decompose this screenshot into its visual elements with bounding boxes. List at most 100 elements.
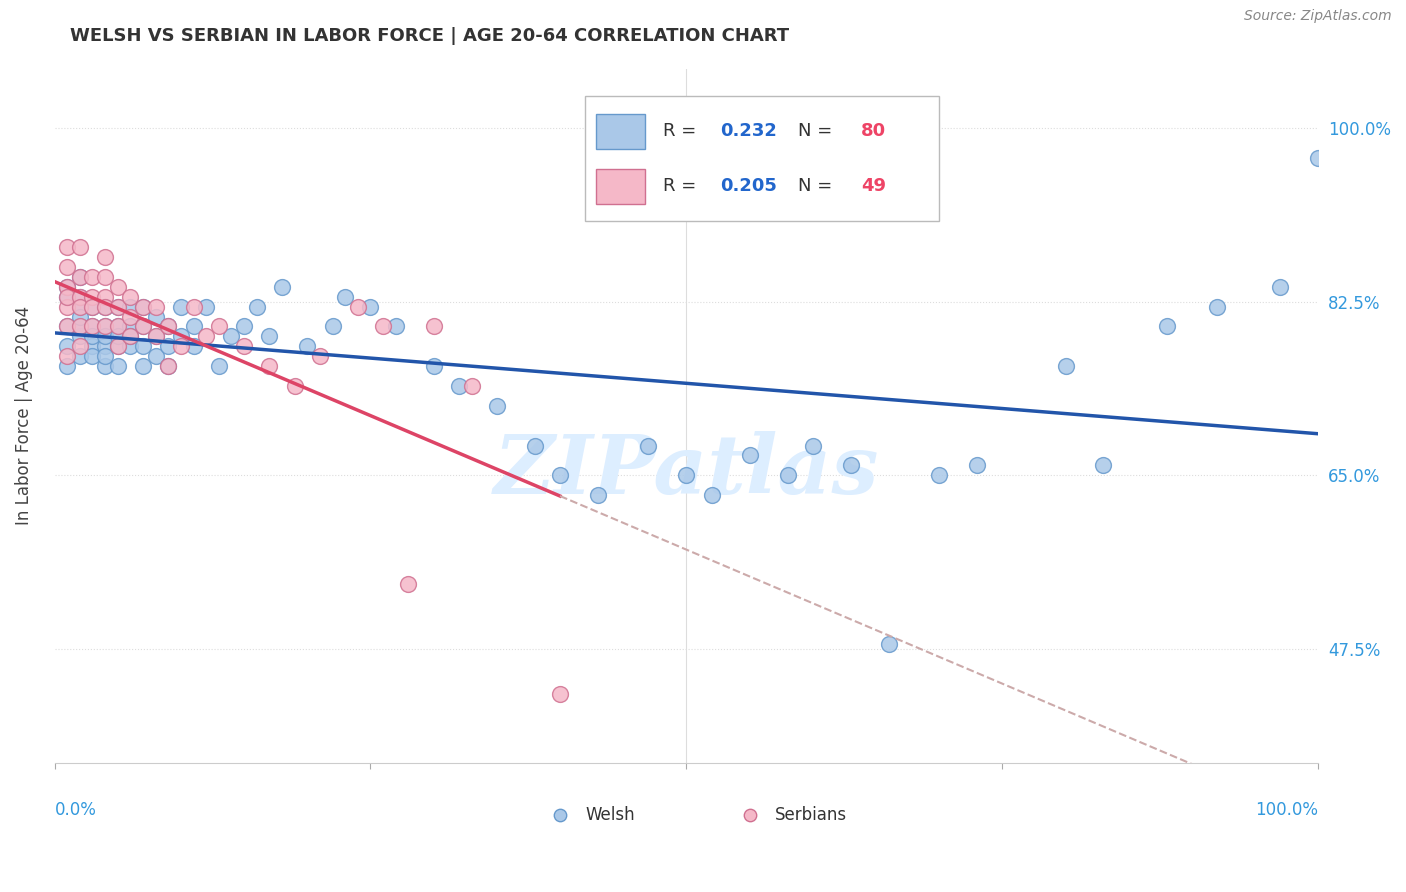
Point: [107, 319, 129, 334]
Point: [120, 329, 142, 343]
Point: [69, 339, 91, 353]
Point: [94, 329, 117, 343]
Point: [371, 319, 394, 334]
Point: [94, 339, 117, 353]
Point: [56, 349, 79, 363]
Point: [335, 290, 357, 304]
Point: [82, 349, 104, 363]
Point: [221, 329, 243, 343]
Point: [208, 319, 231, 334]
Point: [523, 438, 546, 452]
Point: [94, 300, 117, 314]
Point: [94, 359, 117, 373]
Point: [738, 449, 761, 463]
Point: [145, 329, 167, 343]
Point: [120, 300, 142, 314]
Point: [347, 300, 370, 314]
Point: [460, 379, 482, 393]
Text: Welsh: Welsh: [585, 806, 636, 824]
Text: 0.0%: 0.0%: [55, 801, 97, 819]
Point: [107, 319, 129, 334]
Point: [233, 339, 256, 353]
Text: 0.232: 0.232: [720, 122, 776, 140]
Bar: [596, 169, 645, 203]
Point: [69, 319, 91, 334]
Point: [422, 319, 444, 334]
Point: [157, 359, 180, 373]
Point: [145, 329, 167, 343]
Point: [1206, 300, 1229, 314]
Point: [107, 339, 129, 353]
Point: [1270, 279, 1292, 293]
Point: [69, 319, 91, 334]
Point: [94, 250, 117, 264]
Point: [94, 269, 117, 284]
Point: [132, 339, 155, 353]
Point: [56, 279, 79, 293]
FancyBboxPatch shape: [585, 96, 939, 221]
Point: [145, 300, 167, 314]
Point: [195, 300, 218, 314]
Y-axis label: In Labor Force | Age 20-64: In Labor Force | Age 20-64: [15, 306, 32, 525]
Point: [384, 319, 406, 334]
Bar: [596, 114, 645, 149]
Point: [132, 300, 155, 314]
Point: [183, 339, 205, 353]
Point: [966, 458, 988, 473]
Point: [157, 319, 180, 334]
Point: [548, 468, 571, 483]
Text: 100.0%: 100.0%: [1256, 801, 1319, 819]
Text: N =: N =: [797, 178, 838, 195]
Point: [82, 269, 104, 284]
Point: [56, 290, 79, 304]
Point: [69, 290, 91, 304]
Point: [157, 359, 180, 373]
Point: [396, 577, 419, 591]
Point: [1156, 319, 1178, 334]
Point: [107, 339, 129, 353]
Point: [107, 300, 129, 314]
Point: [132, 319, 155, 334]
Point: [586, 488, 609, 502]
Point: [359, 300, 381, 314]
Point: [839, 458, 862, 473]
Point: [259, 329, 281, 343]
Point: [82, 339, 104, 353]
Text: 49: 49: [862, 178, 886, 195]
Text: R =: R =: [664, 122, 702, 140]
Text: Serbians: Serbians: [775, 806, 846, 824]
Text: R =: R =: [664, 178, 702, 195]
Point: [56, 300, 79, 314]
Text: ZIPatlas: ZIPatlas: [494, 432, 879, 511]
Point: [145, 349, 167, 363]
Point: [94, 319, 117, 334]
Text: Source: ZipAtlas.com: Source: ZipAtlas.com: [1244, 9, 1392, 23]
Point: [309, 349, 332, 363]
Point: [56, 240, 79, 254]
Point: [69, 300, 91, 314]
Point: [157, 319, 180, 334]
Point: [107, 329, 129, 343]
Point: [56, 319, 79, 334]
Point: [322, 319, 344, 334]
Point: [120, 310, 142, 324]
Point: [1308, 151, 1330, 165]
Point: [120, 339, 142, 353]
Point: [447, 379, 470, 393]
Point: [195, 329, 218, 343]
Point: [69, 290, 91, 304]
Point: [94, 300, 117, 314]
Point: [928, 468, 950, 483]
Point: [120, 319, 142, 334]
Point: [1054, 359, 1077, 373]
Point: [700, 488, 723, 502]
Point: [170, 339, 193, 353]
Point: [82, 319, 104, 334]
Point: [183, 300, 205, 314]
Point: [69, 329, 91, 343]
Point: [801, 438, 824, 452]
Point: [56, 279, 79, 293]
Point: [56, 260, 79, 274]
Point: [246, 300, 269, 314]
Point: [132, 359, 155, 373]
